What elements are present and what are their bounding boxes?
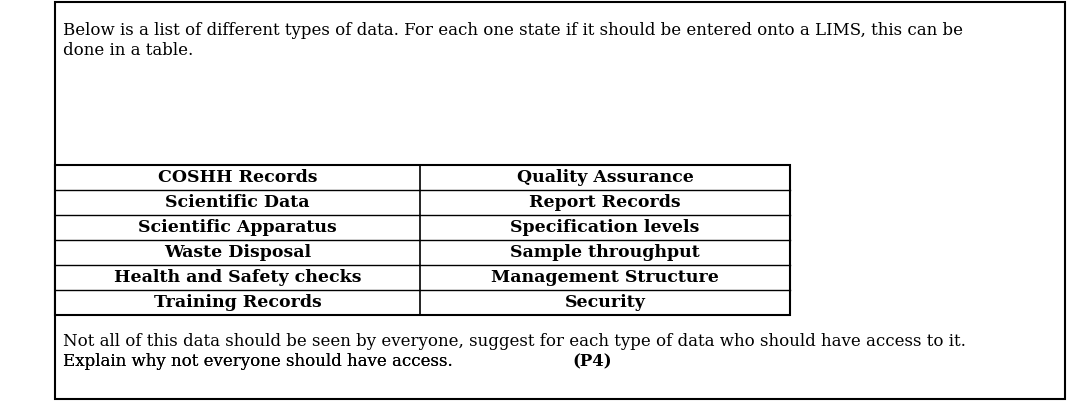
Text: Health and Safety checks: Health and Safety checks xyxy=(113,269,361,286)
Text: (P4): (P4) xyxy=(572,353,612,370)
Text: Quality Assurance: Quality Assurance xyxy=(516,169,693,186)
Bar xyxy=(55,165,789,315)
Text: Report Records: Report Records xyxy=(529,194,680,211)
Text: done in a table.: done in a table. xyxy=(63,42,193,59)
Text: Training Records: Training Records xyxy=(153,294,322,311)
Text: Waste Disposal: Waste Disposal xyxy=(164,244,311,261)
Text: Scientific Apparatus: Scientific Apparatus xyxy=(138,219,337,236)
Text: Management Structure: Management Structure xyxy=(491,269,719,286)
Text: COSHH Records: COSHH Records xyxy=(158,169,318,186)
Text: Explain why not everyone should have access.: Explain why not everyone should have acc… xyxy=(63,353,458,370)
Text: Not all of this data should be seen by everyone, suggest for each type of data w: Not all of this data should be seen by e… xyxy=(63,333,966,350)
Text: Sample throughput: Sample throughput xyxy=(510,244,700,261)
Text: Security: Security xyxy=(565,294,646,311)
Text: Explain why not everyone should have access.: Explain why not everyone should have acc… xyxy=(63,353,458,370)
Text: Below is a list of different types of data. For each one state if it should be e: Below is a list of different types of da… xyxy=(63,22,963,39)
Text: Scientific Data: Scientific Data xyxy=(165,194,310,211)
Text: Specification levels: Specification levels xyxy=(511,219,700,236)
